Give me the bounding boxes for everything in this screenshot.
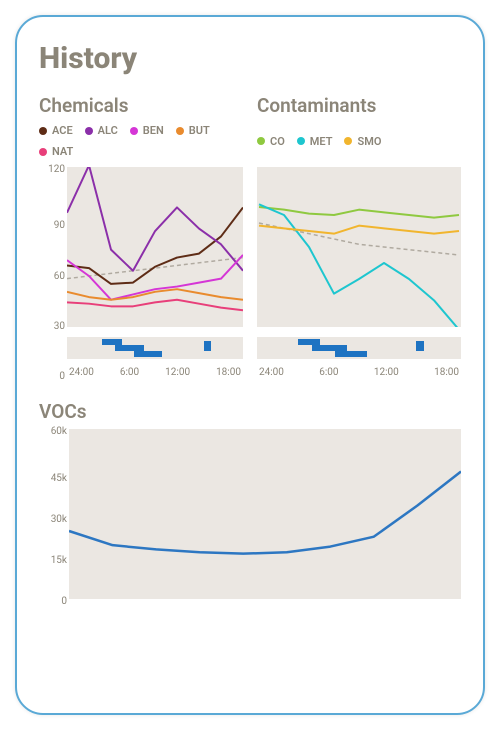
contaminants-panel: Contaminants CO MET SMO 24:00 6:00 12:00 18:0… xyxy=(257,94,461,378)
contaminants-legend: CO MET SMO xyxy=(257,123,461,159)
legend-dot-icon xyxy=(130,127,138,135)
page-title: History xyxy=(39,41,461,76)
legend-label: SMO xyxy=(357,135,381,148)
legend-label: CO xyxy=(270,135,285,148)
legend-label: NAT xyxy=(52,145,73,158)
series-line-smo[interactable] xyxy=(259,226,459,234)
y-tick-label: 15k xyxy=(41,556,67,566)
series-line-nat[interactable] xyxy=(67,300,243,311)
series-line-ace[interactable] xyxy=(67,207,243,283)
legend-item-ace[interactable]: ACE xyxy=(39,123,73,138)
y-tick-label: 120 xyxy=(39,165,65,175)
x-tick-label: 18:00 xyxy=(216,367,241,378)
y-tick-label: 45k xyxy=(41,474,67,484)
legend-item-co[interactable]: CO xyxy=(257,123,285,159)
x-tick-label: 12:00 xyxy=(165,367,190,378)
legend-label: ALC xyxy=(98,124,118,137)
legend-item-ben[interactable]: BEN xyxy=(130,123,164,138)
chemicals-plot[interactable] xyxy=(67,167,243,327)
series-line-ben[interactable] xyxy=(67,255,243,300)
y-tick-label: 60k xyxy=(41,427,67,437)
legend-item-but[interactable]: BUT xyxy=(176,123,210,138)
y-tick-label: 30 xyxy=(39,322,65,332)
contaminants-brush[interactable] xyxy=(257,337,461,359)
y-tick-label: 60 xyxy=(39,272,65,282)
y-tick-label: 30k xyxy=(41,515,67,525)
chemicals-brush[interactable] xyxy=(67,337,243,359)
contaminants-chart-area: 24:00 6:00 12:00 18:00 xyxy=(257,167,461,378)
chemicals-legend: ACE ALC BEN BUT NAT xyxy=(39,123,243,159)
legend-dot-icon xyxy=(297,137,305,145)
x-tick-label: 24:00 xyxy=(69,367,94,378)
y-tick-label: 0 xyxy=(41,597,67,607)
vocs-panel: VOCs 60k45k30k15k0 xyxy=(39,400,461,603)
x-tick-label: 12:00 xyxy=(374,367,399,378)
chemicals-y-axis: 1209060300 xyxy=(39,167,65,378)
legend-label: ACE xyxy=(52,124,73,137)
legend-dot-icon xyxy=(176,127,184,135)
vocs-title: VOCs xyxy=(39,400,461,423)
x-tick-label: 18:00 xyxy=(434,367,459,378)
top-row: Chemicals ACEALCBENBUTNAT 1209060300 24:… xyxy=(39,94,461,378)
legend-label: MET xyxy=(310,135,333,148)
brush-block[interactable] xyxy=(416,341,424,351)
contaminants-title: Contaminants xyxy=(257,94,461,117)
chemicals-chart-area: 1209060300 24:006:0012:0018:00 xyxy=(67,167,243,378)
contaminants-x-axis: 24:00 6:00 12:00 18:00 xyxy=(257,367,461,378)
y-tick-label: 90 xyxy=(39,221,65,231)
trend-line xyxy=(259,223,459,255)
trend-line xyxy=(67,258,243,279)
series-line-voc[interactable] xyxy=(69,472,461,554)
contaminants-plot[interactable] xyxy=(257,167,461,327)
chemicals-x-axis: 24:00 6:00 12:00 18:00 xyxy=(67,367,243,378)
x-tick-label: 24:00 xyxy=(259,367,284,378)
series-line-met[interactable] xyxy=(259,204,459,327)
legend-dot-icon xyxy=(39,148,47,156)
x-tick-label: 6:00 xyxy=(120,367,139,378)
series-line-alc[interactable] xyxy=(67,167,243,271)
series-line-but[interactable] xyxy=(67,289,243,300)
vocs-plot[interactable] xyxy=(69,429,461,599)
history-card: History Chemicals ACE ALC BEN BUT NAT 120 90 6… xyxy=(15,15,485,715)
legend-item-nat[interactable]: NAT xyxy=(39,144,73,159)
legend-item-smo[interactable]: SMO xyxy=(344,123,381,159)
legend-dot-icon xyxy=(85,127,93,135)
chemicals-title: Chemicals xyxy=(39,94,243,117)
brush-block[interactable] xyxy=(134,351,162,357)
vocs-y-axis: 60k45k30k15k0 xyxy=(41,429,67,603)
legend-label: BEN xyxy=(143,124,164,137)
legend-item-met[interactable]: MET xyxy=(297,123,333,159)
brush-block[interactable] xyxy=(335,351,368,357)
legend-dot-icon xyxy=(257,137,265,145)
legend-item-alc[interactable]: ALC xyxy=(85,123,118,138)
series-line-co[interactable] xyxy=(259,207,459,218)
legend-dot-icon xyxy=(344,137,352,145)
legend-label: BUT xyxy=(189,124,210,137)
y-tick-label: 0 xyxy=(39,372,65,382)
chemicals-panel: Chemicals ACEALCBENBUTNAT 1209060300 24:… xyxy=(39,94,243,378)
vocs-chart-area: 60k45k30k15k0 xyxy=(69,429,461,603)
legend-dot-icon xyxy=(39,127,47,135)
x-tick-label: 6:00 xyxy=(319,367,338,378)
brush-block[interactable] xyxy=(204,341,211,351)
